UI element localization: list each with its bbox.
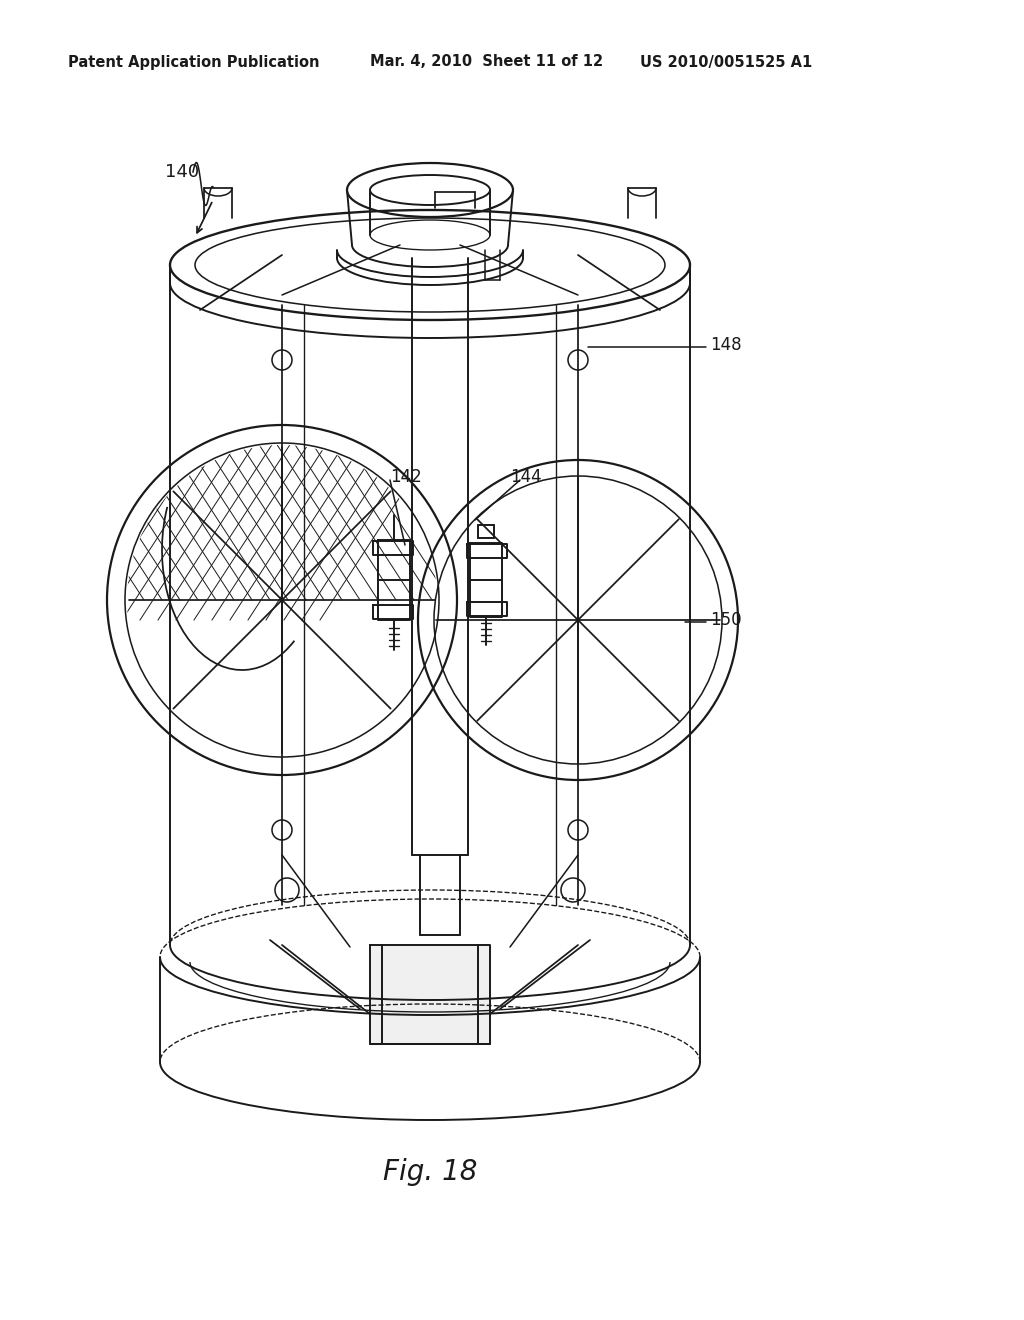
Polygon shape — [467, 544, 507, 558]
Text: Fig. 18: Fig. 18 — [383, 1158, 477, 1185]
Text: US 2010/0051525 A1: US 2010/0051525 A1 — [640, 54, 812, 70]
Polygon shape — [470, 543, 502, 616]
Text: 144: 144 — [510, 469, 542, 486]
Text: Mar. 4, 2010  Sheet 11 of 12: Mar. 4, 2010 Sheet 11 of 12 — [370, 54, 603, 70]
Polygon shape — [373, 541, 413, 554]
Polygon shape — [378, 540, 410, 620]
Polygon shape — [467, 602, 507, 616]
Polygon shape — [370, 945, 490, 1044]
Polygon shape — [373, 605, 413, 619]
Text: 150: 150 — [710, 611, 741, 630]
Text: 142: 142 — [390, 469, 422, 486]
Text: 148: 148 — [710, 337, 741, 354]
Text: 140: 140 — [165, 162, 199, 181]
Text: Patent Application Publication: Patent Application Publication — [68, 54, 319, 70]
